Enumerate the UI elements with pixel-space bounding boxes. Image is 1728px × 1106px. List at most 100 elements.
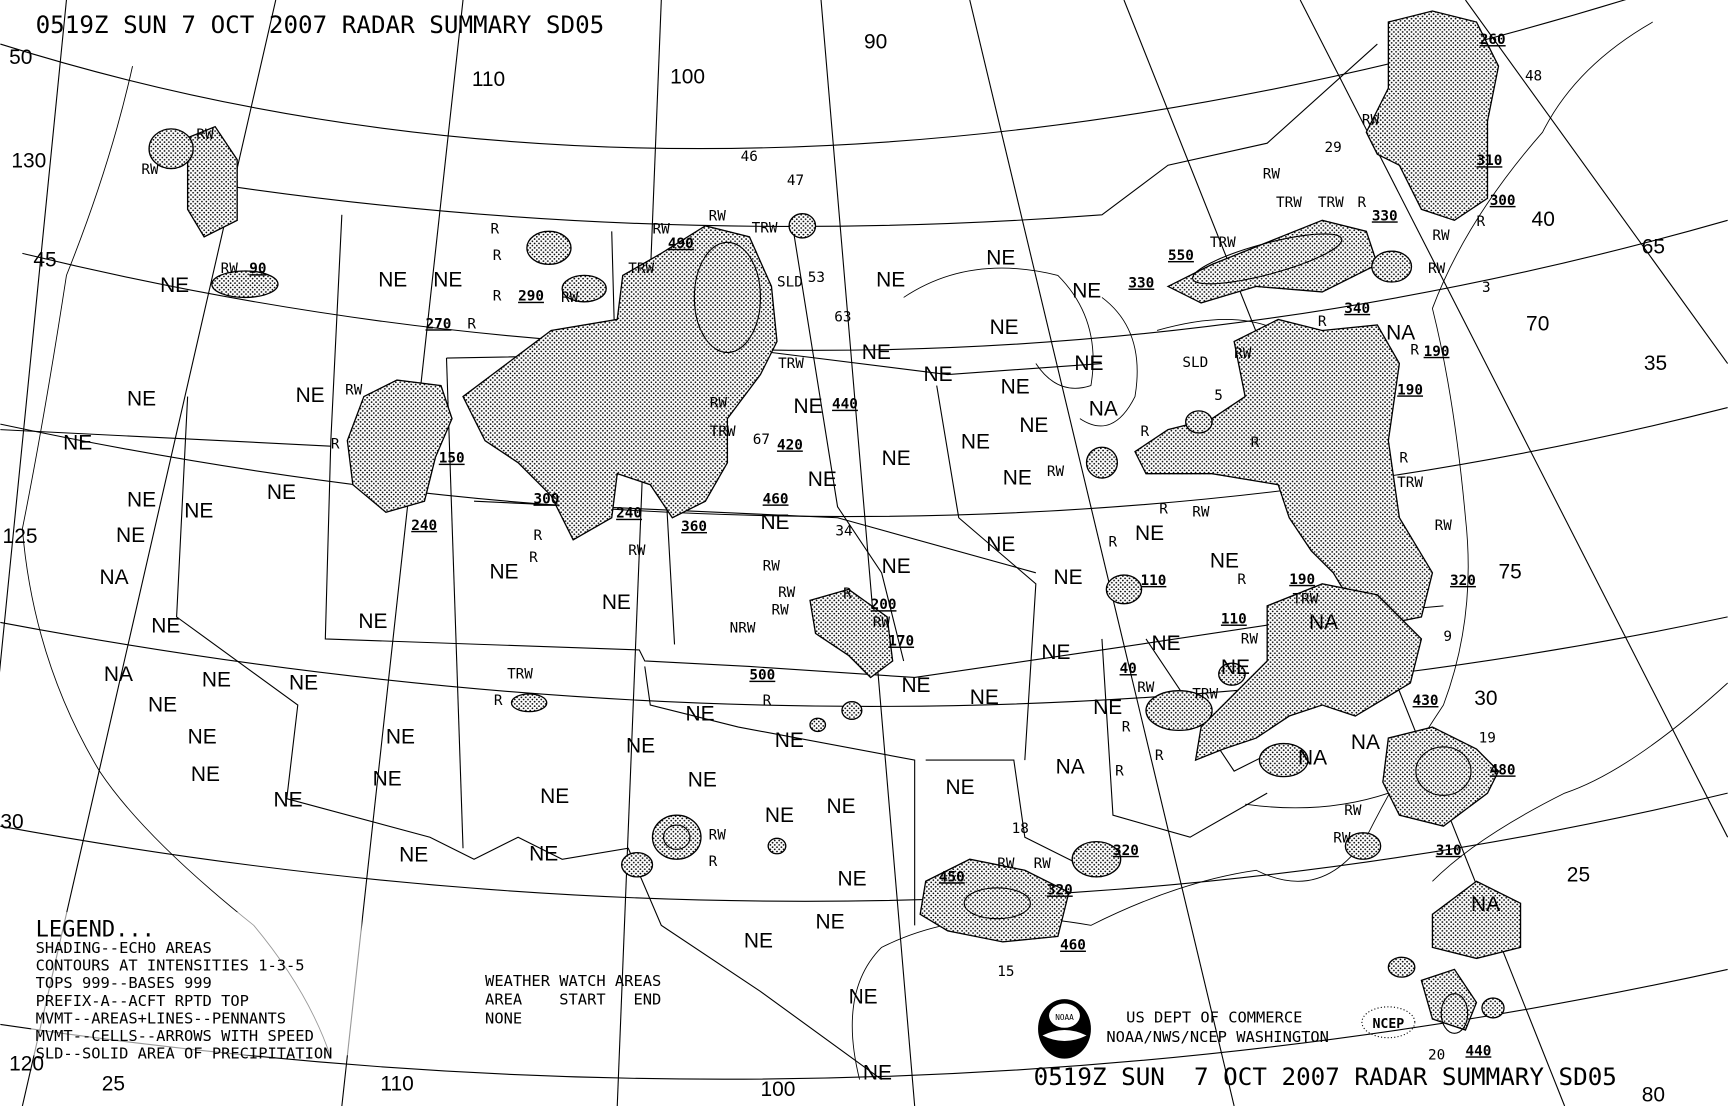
footer-title: 0519Z SUN 7 OCT 2007 RADAR SUMMARY SD05 [1034,1063,1617,1091]
graticule-label: 65 [1642,235,1665,258]
echo-area-kansas [809,588,894,679]
graticule-label: 20 [1428,1048,1445,1064]
echo-code-label: NA [1298,747,1327,770]
echo-code-label: R [331,436,340,452]
echo-code-label: RW [873,615,891,631]
echo-top-label: 290 [518,289,544,305]
echo-code-label: NE [373,767,402,790]
echo-code-label: RW [1263,166,1281,182]
echo-code-label: R [1251,435,1260,451]
echo-code-label: NE [990,316,1019,339]
echo-top-label: 360 [681,519,707,535]
echo-code-label: NE [433,268,462,291]
echo-top-label: 320 [1047,882,1073,898]
echo-cell [1344,832,1382,860]
graticule-label: 30 [0,810,23,833]
echo-top-label: 240 [616,506,642,522]
graticule-label: 30 [1474,687,1497,710]
echo-cell [1071,840,1122,878]
echo-code-label: RW [1137,680,1155,696]
echo-code-label: NE [882,447,911,470]
echo-code-label: R [491,222,500,238]
echo-top-label: 310 [1436,843,1462,859]
echo-code-label: NE [489,560,518,583]
movement-speed-label: 5 [1214,388,1223,404]
echo-code-label: TRW [1276,195,1302,211]
echo-code-label: TRW [1318,195,1344,211]
echo-cell [211,270,279,299]
echo-code-label: TRW [1293,592,1319,608]
echo-cell [510,693,548,713]
echo-code-label: R [1410,343,1419,359]
echo-code-label: NA [1386,321,1415,344]
echo-code-label: NE [946,776,975,799]
echo-code-label: NE [986,246,1015,269]
echo-code-label: R [1122,719,1131,735]
echo-code-label: NE [1152,632,1181,655]
echo-code-label: RW [778,585,796,601]
watch-heading: WEATHER WATCH AREAS [485,972,661,990]
legend-heading: LEGEND... [36,917,155,942]
legend-line: PREFIX-A--ACFT RPTD TOP [36,992,249,1010]
contour [1192,233,1343,285]
echo-area-gulf-coast [919,858,1070,943]
legend-line: MVMT--CELLS--ARROWS WITH SPEED [36,1027,314,1045]
echo-code-label: NA [1309,611,1338,634]
movement-speed-label: 67 [753,432,770,448]
echo-code-label: NE [378,268,407,291]
echo-code-label: R [493,289,502,305]
echo-code-label: RW [1428,261,1446,277]
echo-cell [841,701,863,721]
legend: LEGEND... SHADING--ECHO AREAS CONTOURS A… [31,912,362,1063]
graticule-label: 80 [1642,1084,1665,1106]
echo-code-label: NE [1041,641,1070,664]
graticule-label: 45 [33,249,56,272]
echo-top-label: 40 [1120,661,1137,677]
echo-cell [788,213,817,239]
echo-code-label: NE [188,726,217,749]
echo-top-label: 150 [439,451,465,467]
echo-code-label: TRW [628,261,654,277]
echo-top-label: 90 [249,261,266,277]
echo-code-label: NE [838,868,867,891]
echo-code-label: R [843,586,852,602]
graticule-label: 40 [1532,208,1555,231]
echo-code-label: NE [1053,566,1082,589]
echo-cell [1145,690,1213,732]
credits: NOAA US DEPT OF COMMERCE NOAA/NWS/NCEP W… [1038,999,1416,1059]
contour [963,887,1031,920]
echo-code-label: TRW [1210,235,1236,251]
echo-code-label: R [534,528,543,544]
echo-code-label: NA [104,663,133,686]
echo-top-label: 550 [1168,248,1194,264]
echo-top-label: 430 [1413,693,1439,709]
echo-area-northern-plains [462,225,778,541]
echo-area-great-lakes [1134,318,1434,629]
echo-code-label: RW [1241,631,1259,647]
echo-code-label: NE [274,788,303,811]
graticule-label: 100 [760,1078,795,1101]
movement-speed-label: 9 [1443,629,1452,645]
echo-code-label: NE [386,726,415,749]
echo-code-label: NE [862,341,891,364]
echo-code-label: NE [529,842,558,865]
legend-line: MVMT--AREAS+LINES--PENNANTS [36,1009,286,1027]
graticule-label: 75 [1499,560,1522,583]
echo-cell [1185,410,1213,434]
credits-line2: NOAA/NWS/NCEP WASHINGTON [1106,1028,1329,1046]
echo-code-label: TRW [752,220,778,236]
echo-code-label: NE [1019,414,1048,437]
echo-code-label: NE [1210,549,1239,572]
legend-line: TOPS 999--BASES 999 [36,974,212,992]
echo-area-southeast [1194,583,1423,762]
echo-top-label: 340 [1344,301,1370,317]
echo-code-label: NE [191,763,220,786]
echo-code-label: NE [876,268,905,291]
echo-top-label: 190 [1397,382,1423,398]
echo-code-label: R [1318,314,1327,330]
echo-code-label: NE [358,610,387,633]
echo-top-label: 440 [832,397,858,413]
echo-cell [526,230,572,266]
echo-code-label: NE [923,363,952,386]
